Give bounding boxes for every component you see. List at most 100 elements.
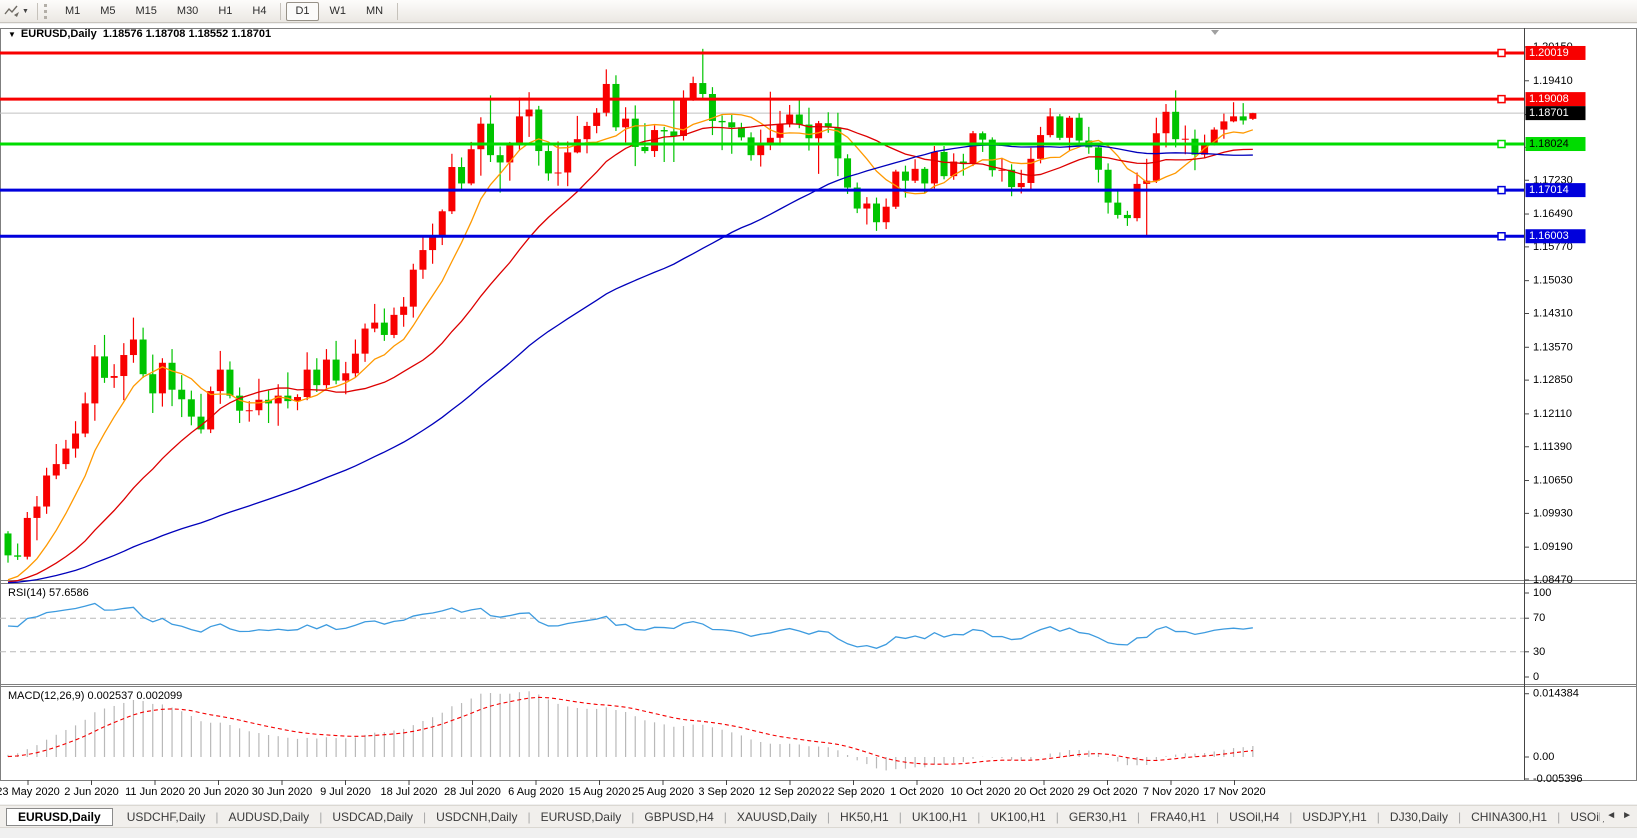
candle <box>14 555 22 557</box>
tab-divider: | <box>977 809 981 824</box>
tab-eurusd-daily[interactable]: EURUSD,Daily <box>540 809 622 824</box>
line-handle-1.16003[interactable] <box>1497 231 1506 241</box>
candle <box>728 122 736 128</box>
candle <box>313 369 321 386</box>
tab-fra40-h1[interactable]: FRA40,H1 <box>1150 809 1207 824</box>
candle <box>708 94 716 121</box>
tab-xauusd-daily[interactable]: XAUUSD,Daily <box>736 809 817 824</box>
candle <box>718 120 726 123</box>
candle <box>1075 117 1083 141</box>
candle <box>593 112 601 126</box>
candle <box>969 133 977 164</box>
candle <box>322 359 330 386</box>
candle <box>882 206 890 223</box>
candle <box>757 144 765 156</box>
price-tick-label: 1.19410 <box>1533 75 1573 87</box>
candle <box>1133 183 1141 219</box>
timeframe-button-m1[interactable]: M1 <box>64 4 81 17</box>
timeframe-button-m15[interactable]: M15 <box>135 4 157 17</box>
chart-mode-dropdown-caret-icon[interactable]: ▼ <box>22 7 29 15</box>
tab-divider: | <box>723 809 727 824</box>
tab-dj30-daily[interactable]: DJ30,Daily <box>1389 809 1448 824</box>
tab-usdchf-daily[interactable]: USDCHF,Daily <box>126 809 206 824</box>
date-label: 9 Jul 2020 <box>320 786 371 798</box>
candle <box>680 98 687 136</box>
tab-scroll-left-icon[interactable]: ◄ <box>1606 810 1617 821</box>
candle <box>776 124 784 138</box>
tab-hk50-h1[interactable]: HK50,H1 <box>840 809 889 824</box>
tab-usdjpy-h1[interactable]: USDJPY,H1 <box>1302 809 1367 824</box>
candle <box>409 269 417 307</box>
tab-uk100-h1[interactable]: UK100,H1 <box>990 809 1046 824</box>
tab-eurusd-daily[interactable]: EURUSD,Daily <box>6 807 113 826</box>
candle <box>361 328 369 354</box>
candle <box>824 123 832 128</box>
candle <box>23 517 31 557</box>
tab-audusd-daily[interactable]: AUDUSD,Daily <box>228 809 310 824</box>
tab-usoil-h4[interactable]: USOil,H4 <box>1229 809 1280 824</box>
timeframe-button-d1[interactable]: D1 <box>286 1 319 21</box>
candle <box>62 448 70 465</box>
chart-tab-bar: EURUSD,Daily USDCHF,Daily | AUDUSD,Daily | US… <box>0 805 1637 828</box>
date-label: 29 Oct 2020 <box>1078 786 1138 798</box>
price-chart[interactable]: 1.201501.194101.186701.179501.172301.164… <box>0 24 1637 804</box>
toolbar-drag-grip[interactable] <box>43 3 50 19</box>
price-tick-label: 1.12850 <box>1533 374 1573 386</box>
candle <box>1201 144 1209 155</box>
tab-ger30-h1[interactable]: GER30,H1 <box>1068 809 1127 824</box>
tab-divider: | <box>215 809 219 824</box>
candle <box>477 123 485 150</box>
macd-tick-label: -0.005396 <box>1533 773 1583 785</box>
price-badge-1.18024: 1.18024 <box>1525 137 1586 152</box>
tab-scroll-right-icon[interactable]: ► <box>1622 810 1632 821</box>
price-tick-label: 1.09930 <box>1533 507 1573 519</box>
price-badge-1.19008: 1.19008 <box>1525 92 1586 107</box>
candle <box>216 369 224 392</box>
tab-divider: | <box>1376 809 1380 824</box>
tab-gbpusd-h4[interactable]: GBPUSD,H4 <box>644 809 714 824</box>
candle <box>525 109 533 117</box>
ma-line-8 <box>7 113 1254 581</box>
candle <box>1152 133 1160 181</box>
chart-cursor-icon[interactable] <box>3 4 21 19</box>
candle <box>863 203 871 209</box>
timeframe-button-w1[interactable]: W1 <box>329 4 347 17</box>
rsi-panel: 100 70 30 0 <box>0 587 1551 683</box>
candle <box>1181 138 1189 140</box>
tab-divider: | <box>1136 809 1141 824</box>
candle <box>1172 111 1180 140</box>
timeframe-button-m30[interactable]: M30 <box>176 4 199 17</box>
tab-divider: | <box>1557 809 1561 824</box>
candle <box>429 237 437 251</box>
tab-china300-h1[interactable]: CHINA300,H1 <box>1471 809 1548 824</box>
candle <box>795 114 803 125</box>
top-toolbar: ▼ M1 M5 M15 M30 H1 H4 D1 W1 MN <box>0 0 1637 23</box>
tab-divider: | <box>319 809 323 824</box>
line-handle-1.19008[interactable] <box>1497 94 1506 104</box>
chart-shift-marker[interactable] <box>1211 30 1219 35</box>
toolbar-separator <box>280 2 282 20</box>
line-handle-1.18024[interactable] <box>1497 139 1506 149</box>
tab-usdcnh-daily[interactable]: USDCNH,Daily <box>436 809 518 824</box>
ma-line-21 <box>7 123 1253 583</box>
tab-usdcad-daily[interactable]: USDCAD,Daily <box>332 809 413 824</box>
candle <box>458 167 466 184</box>
candle <box>506 143 514 163</box>
tab-uk100-h1[interactable]: UK100,H1 <box>911 809 968 824</box>
candle <box>139 339 147 375</box>
timeframe-button-h4[interactable]: H4 <box>252 4 267 17</box>
timeframe-button-h1[interactable]: H1 <box>218 4 233 17</box>
candle <box>255 399 263 411</box>
svg-text:1.17014: 1.17014 <box>1529 184 1569 196</box>
candle <box>1220 121 1228 130</box>
date-label: 11 Jun 2020 <box>125 786 185 798</box>
candle <box>1191 138 1199 155</box>
date-label: 23 May 2020 <box>0 786 60 798</box>
timeframe-button-mn[interactable]: MN <box>366 4 384 17</box>
tab-divider: | <box>631 809 635 824</box>
line-handle-1.17014[interactable] <box>1497 185 1506 195</box>
timeframe-button-m5[interactable]: M5 <box>100 4 116 17</box>
candle <box>332 359 340 381</box>
line-handle-1.20019[interactable] <box>1497 48 1506 58</box>
